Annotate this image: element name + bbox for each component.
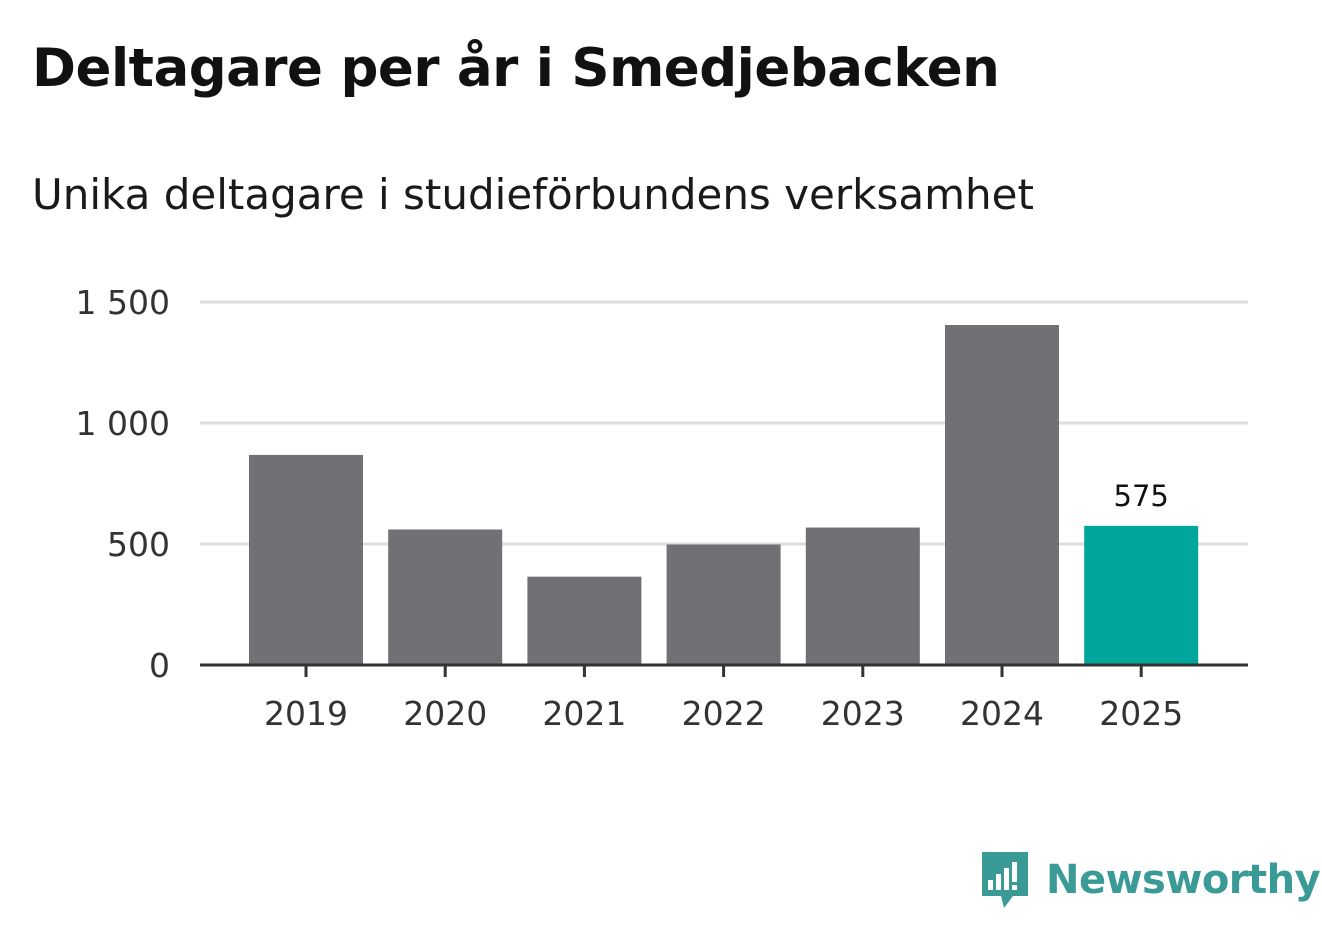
bar	[805, 527, 920, 665]
bar	[249, 454, 363, 665]
x-tick-label: 2019	[264, 694, 348, 733]
y-tick-label: 1 000	[76, 404, 170, 443]
y-tick-label: 500	[107, 525, 170, 564]
y-tick-label: 1 500	[76, 283, 170, 322]
bar-chart: 0 500 1 000 1 500 2019 2020 2021 2022 2023 2024 20…	[76, 283, 1248, 733]
x-tick-label: 2022	[682, 694, 766, 733]
brand-logo: Newsworthy	[980, 850, 1321, 910]
newsworthy-logo-icon	[982, 852, 1028, 908]
x-tick-label: 2021	[542, 694, 626, 733]
bar	[1084, 525, 1199, 665]
x-tick-label: 2025	[1099, 694, 1183, 733]
x-tick-label: 2024	[960, 694, 1044, 733]
chart-subtitle: Unika deltagare i studieförbundens verks…	[32, 170, 1034, 219]
y-tick-label: 0	[149, 646, 170, 685]
bar	[388, 529, 503, 665]
chart-title: Deltagare per år i Smedjebacken	[32, 38, 1000, 99]
x-tick-label: 2020	[403, 694, 487, 733]
brand-name: Newsworthy	[1046, 857, 1321, 903]
bar	[666, 544, 781, 665]
data-label: 575	[1114, 479, 1169, 513]
x-tick-label: 2023	[821, 694, 905, 733]
bar	[945, 324, 1059, 665]
bar	[527, 576, 642, 665]
